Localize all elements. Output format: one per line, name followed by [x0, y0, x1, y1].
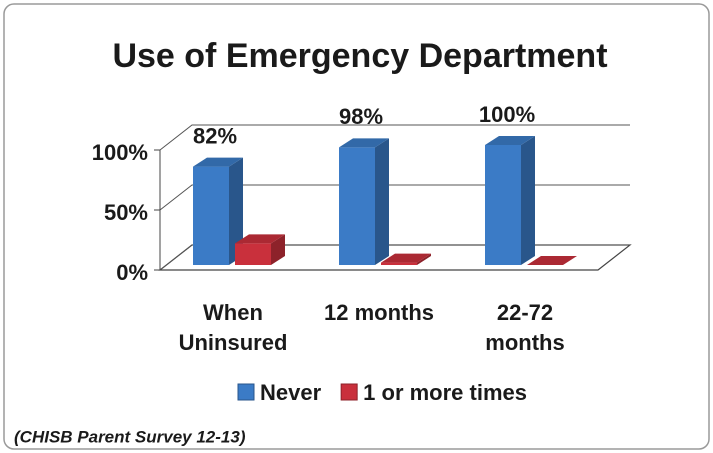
x-tick-label: 22-72 months [485, 300, 565, 355]
source-note: (CHISB Parent Survey 12-13) [14, 427, 246, 446]
data-label: 100% [479, 102, 535, 127]
bar-top [235, 234, 285, 244]
bar-top [193, 157, 243, 167]
y-tick-label: 0% [116, 260, 148, 285]
x-tick-label: When Uninsured [178, 300, 288, 355]
bar-top [381, 253, 431, 263]
legend-swatch [340, 383, 358, 401]
bar-side [375, 138, 389, 265]
bar-side [417, 253, 431, 265]
grid-line [159, 244, 630, 271]
bar-top [485, 136, 535, 145]
x-tick-label: 12 months [323, 300, 435, 325]
bar-top [339, 138, 389, 148]
legend-label: 1 or more times [363, 380, 527, 405]
y-tick-label: 100% [92, 140, 148, 165]
bar [339, 147, 375, 265]
bar-top [527, 256, 577, 265]
legend-swatch [237, 383, 255, 401]
bar [381, 262, 417, 265]
data-label: 82% [193, 123, 237, 148]
bar-side [271, 234, 285, 265]
bar-side [229, 157, 243, 265]
data-label: 98% [339, 104, 383, 129]
bar [235, 243, 271, 265]
chart-title: Use of Emergency Department [112, 37, 607, 75]
grid-line [159, 184, 630, 211]
legend-label: Never [260, 380, 322, 405]
y-tick-label: 50% [104, 200, 148, 225]
bar [485, 145, 521, 265]
bar [193, 166, 229, 265]
grid-line [159, 124, 630, 151]
bar-side [521, 136, 535, 265]
